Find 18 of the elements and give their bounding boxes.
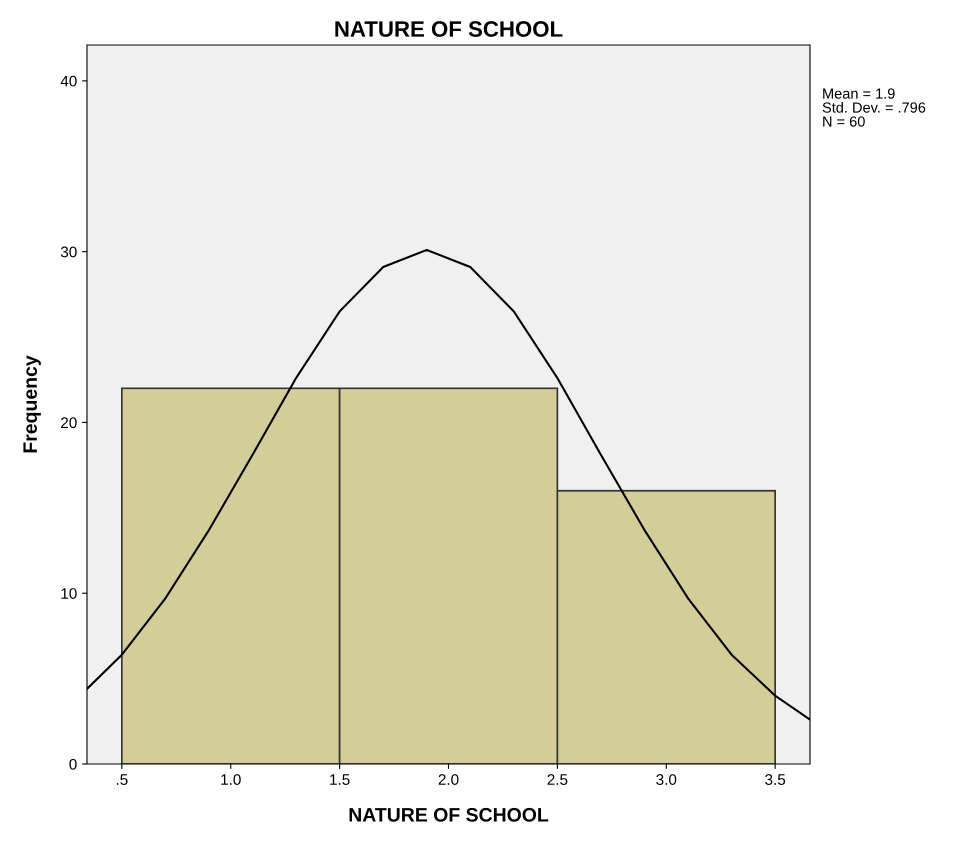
- x-tick-label: 1.5: [330, 774, 350, 785]
- y-tick-label: 10: [61, 588, 77, 599]
- y-tick-label: 0: [69, 758, 77, 770]
- y-axis-title: Frequency: [23, 355, 41, 452]
- chart-title: NATURE OF SCHOOL: [335, 21, 562, 37]
- x-tick-label: 3.0: [656, 774, 676, 785]
- text: Mean = 1.9: [823, 88, 895, 99]
- x-axis-title: NATURE OF SCHOOL: [350, 808, 548, 822]
- x-tick-label: 2.5: [548, 774, 568, 785]
- text: N = 60: [823, 116, 865, 127]
- y-tick-label: 20: [61, 417, 77, 428]
- x-tick-label: .5: [116, 774, 128, 785]
- x-tick-label: 1.0: [221, 774, 241, 785]
- x-tick-label: 2.0: [438, 774, 459, 785]
- y-tick-label: 30: [60, 246, 77, 258]
- text: Std. Dev. = .796: [822, 102, 926, 113]
- x-tick-label: 3.5: [765, 774, 786, 785]
- y-tick-label: 40: [60, 76, 77, 87]
